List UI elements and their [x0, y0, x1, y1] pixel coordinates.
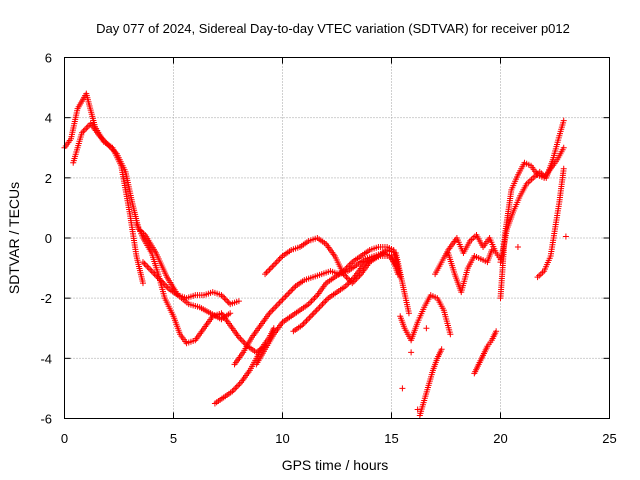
axis-ticks: 0 5 10 15 20 25 -6 -4 -2 0 2 4 6: [40, 51, 616, 447]
data-point: [447, 331, 454, 338]
series-track-p: [497, 117, 567, 266]
y-tick-label: 2: [45, 171, 52, 186]
series-track-k: [416, 346, 445, 419]
grid-layer: [64, 57, 610, 419]
data-point: [560, 117, 567, 124]
data-point: [514, 244, 521, 251]
x-tick-label: 0: [61, 431, 68, 446]
series-track-j: [397, 292, 454, 344]
data-point: [493, 328, 500, 335]
series-track-d: [139, 259, 242, 308]
chart-title: Day 077 of 2024, Sidereal Day-to-day VTE…: [96, 21, 570, 36]
data-point: [399, 385, 406, 392]
data-point: [392, 262, 399, 269]
y-tick-label: 0: [45, 231, 52, 246]
y-tick-label: -4: [40, 351, 52, 366]
series-track-m: [445, 247, 495, 296]
series-isolated: [399, 233, 569, 413]
data-point: [405, 310, 412, 317]
x-tick-label: 15: [384, 431, 398, 446]
data-point: [562, 233, 569, 240]
x-tick-label: 5: [170, 431, 177, 446]
series-track-h: [262, 235, 412, 317]
data-point: [139, 280, 146, 287]
data-point: [414, 406, 421, 413]
series-track-i: [290, 253, 399, 335]
x-tick-label: 25: [602, 431, 616, 446]
x-axis-label: GPS time / hours: [282, 457, 389, 473]
data-point: [227, 310, 234, 317]
y-tick-label: -2: [40, 291, 52, 306]
data-point: [560, 144, 567, 151]
data-point: [408, 349, 415, 356]
series-track-n: [471, 328, 500, 377]
series-track-l: [432, 231, 504, 278]
data-point: [235, 298, 242, 305]
data-point: [560, 165, 567, 172]
x-tick-label: 10: [275, 431, 289, 446]
series-track-q: [534, 165, 567, 281]
y-tick-label: 6: [45, 51, 52, 66]
data-marks: [61, 90, 569, 419]
y-tick-label: -6: [40, 412, 52, 427]
series-track-c: [133, 219, 269, 356]
data-point: [488, 247, 495, 254]
y-axis-label: SDTVAR / TECUs: [6, 182, 22, 294]
data-point: [438, 346, 445, 353]
y-tick-label: 4: [45, 111, 52, 126]
x-tick-label: 20: [493, 431, 507, 446]
data-point: [423, 325, 430, 332]
